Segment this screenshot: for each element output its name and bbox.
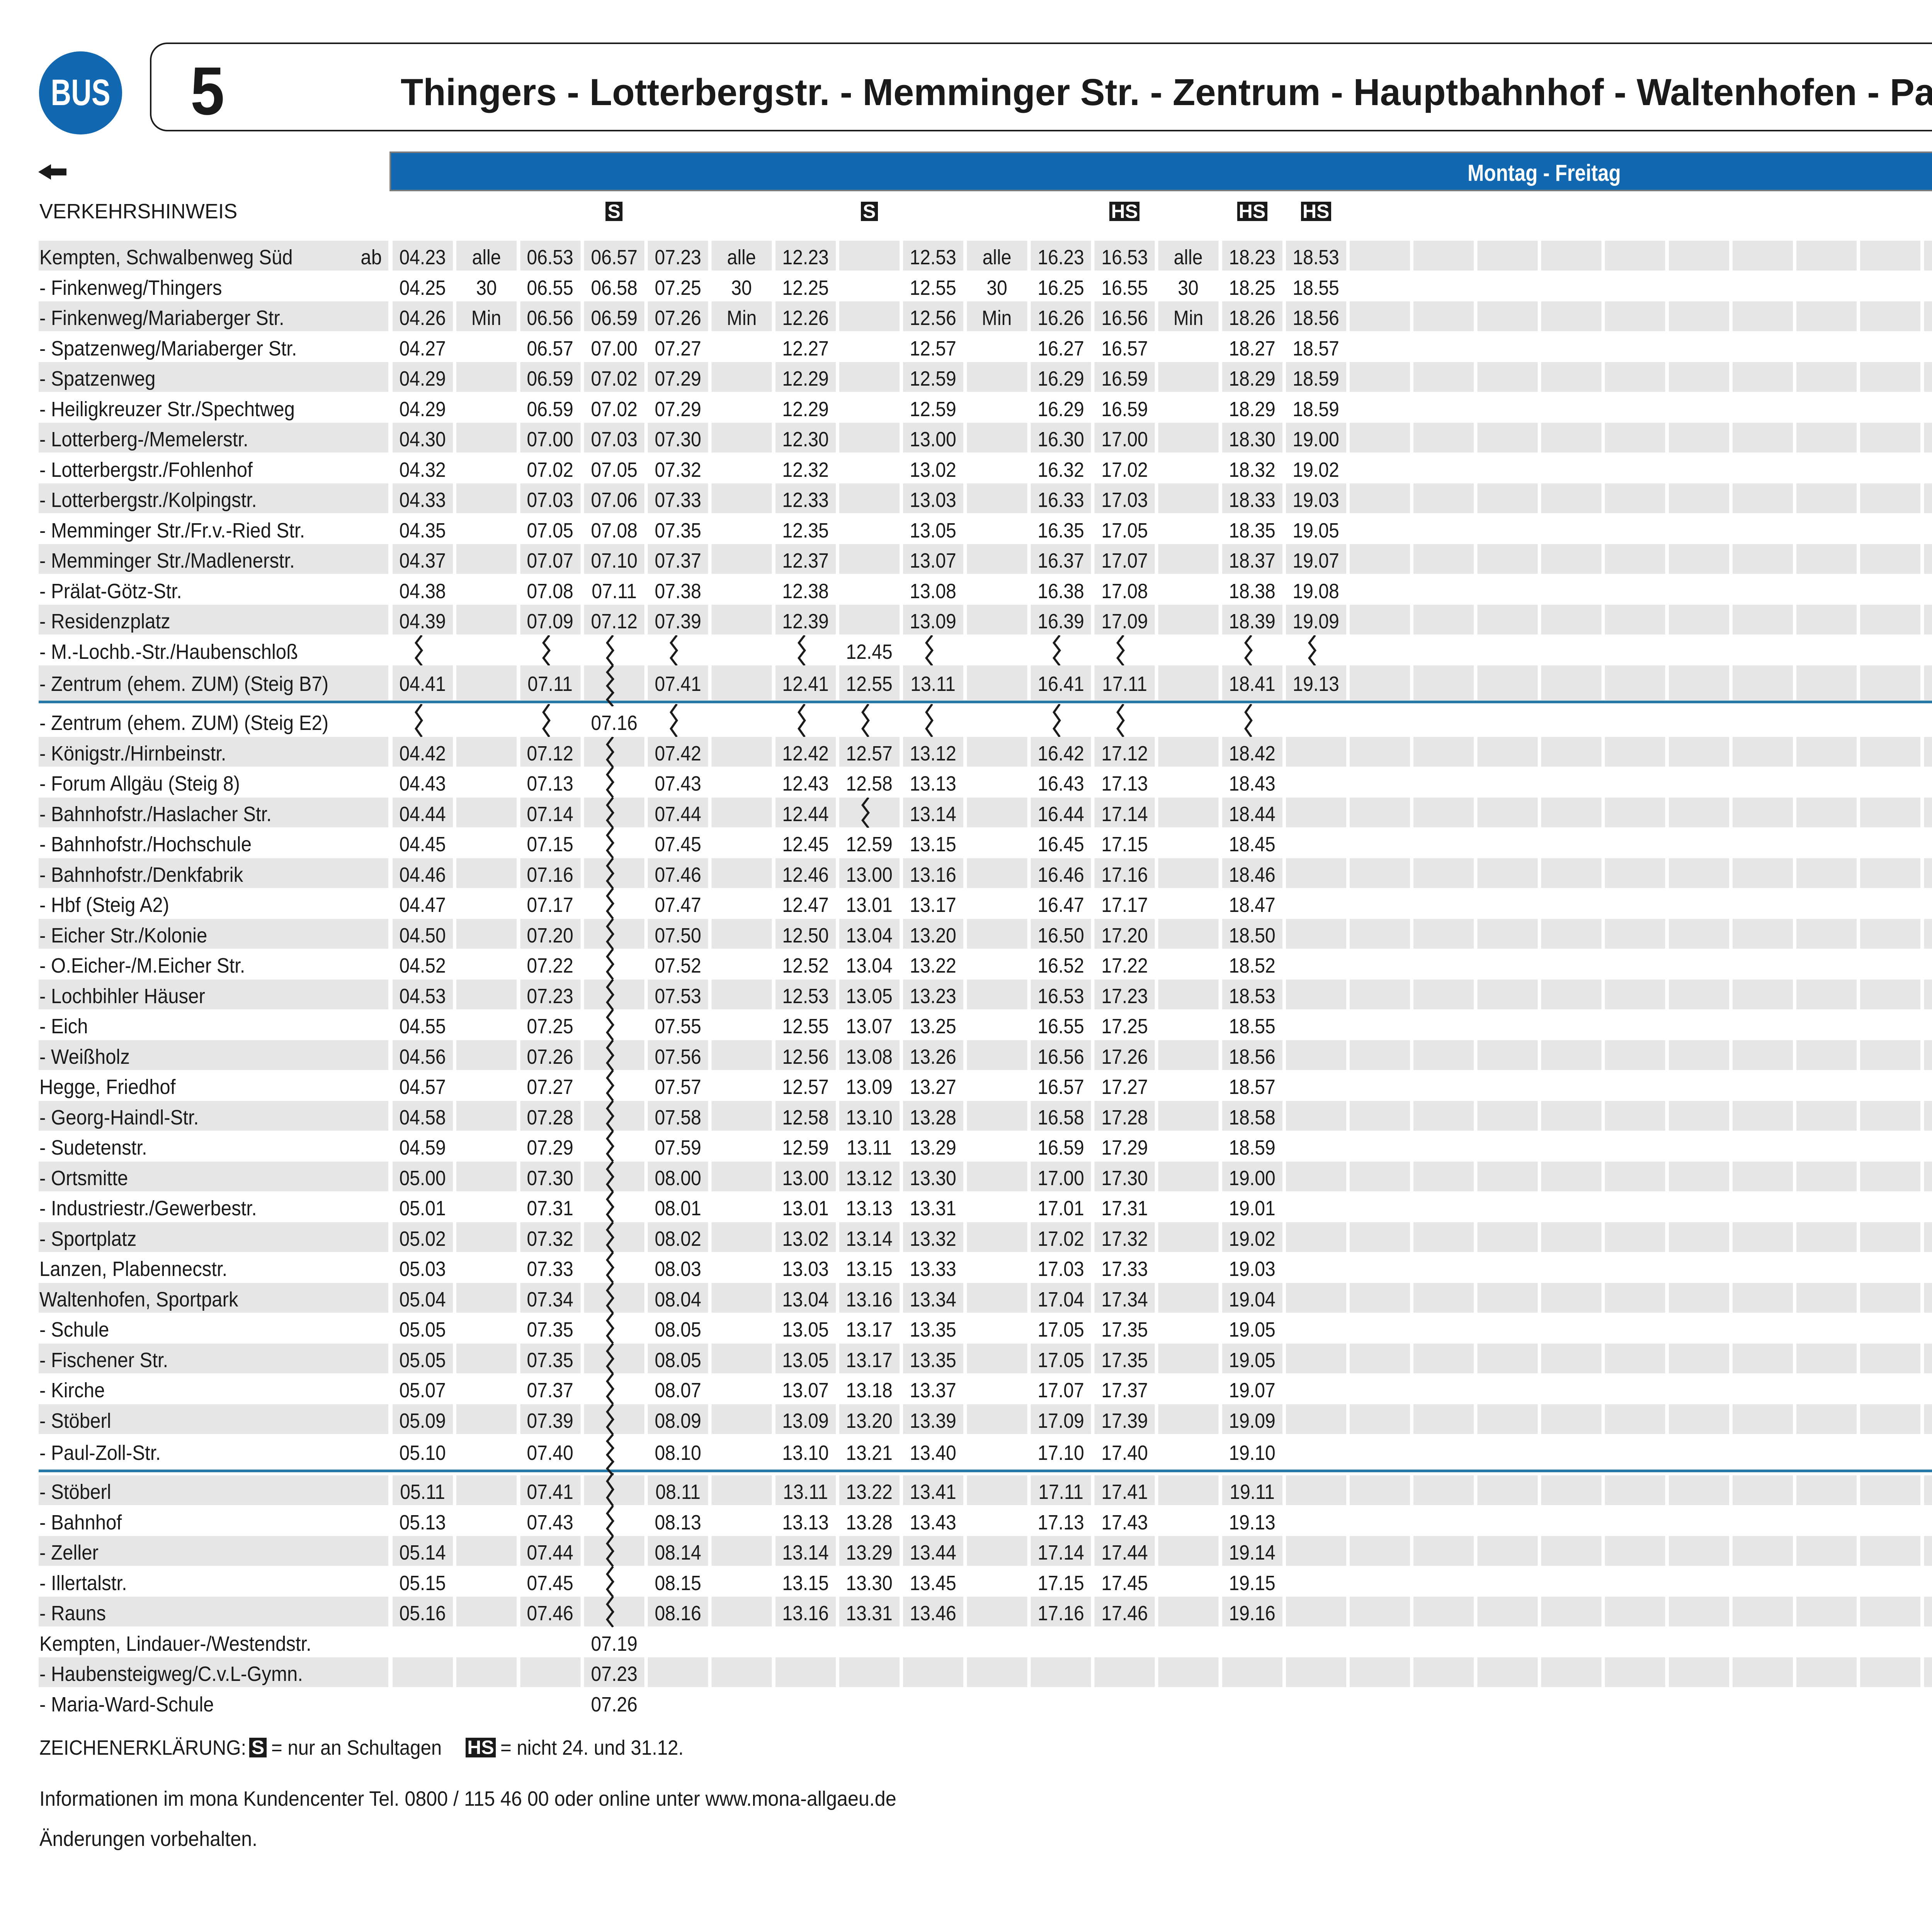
svg-text:BUS: BUS — [51, 72, 110, 113]
